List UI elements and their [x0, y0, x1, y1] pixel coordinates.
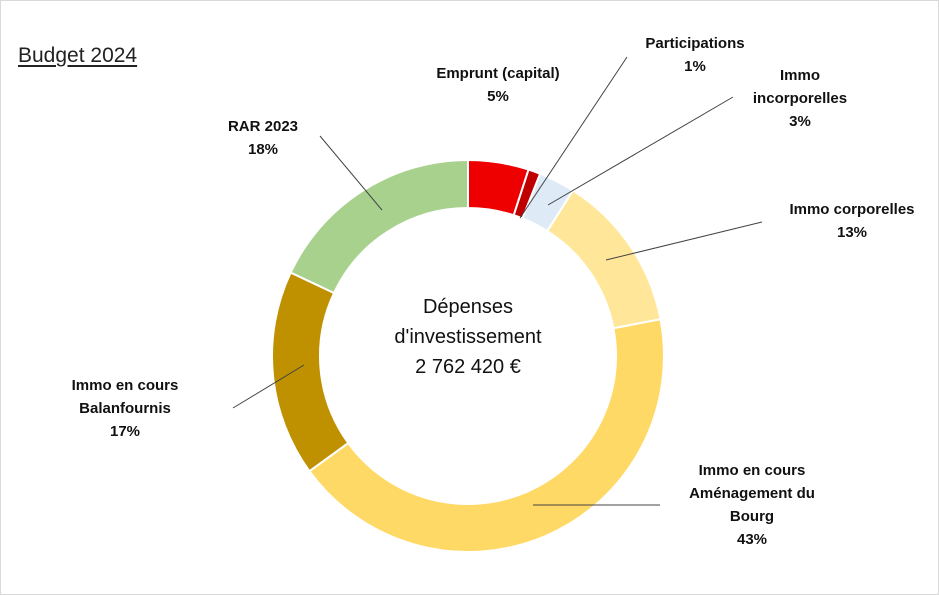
slice-label: Immo en cours [699, 462, 806, 479]
leader-line [232, 364, 305, 409]
slice-percent-label: 18% [248, 141, 278, 158]
slices-group [271, 158, 665, 553]
slice-percent-label: 13% [837, 224, 867, 241]
slice-label: Immo corporelles [789, 201, 914, 218]
slice-label: RAR 2023 [228, 118, 298, 135]
center-total-amount: 2 762 420 € [415, 356, 521, 378]
slice-label: Bourg [730, 508, 774, 525]
slice-label: Aménagement du [689, 485, 815, 502]
slice-percent-label: 43% [737, 531, 767, 548]
center-title-line: Dépenses [423, 296, 513, 318]
center-title-line: d'investissement [394, 326, 542, 348]
slice-label: Balanfournis [79, 400, 171, 417]
slice-percent-label: 5% [487, 88, 509, 105]
slice-label: Participations [645, 35, 744, 52]
leader-line [605, 221, 763, 261]
slice-percent-label: 1% [684, 58, 706, 75]
donut-slice [545, 189, 662, 330]
slice-label: Immo [780, 67, 820, 84]
slice-label: Immo en cours [72, 377, 179, 394]
slice-percent-label: 17% [110, 423, 140, 440]
leader-line [519, 56, 628, 219]
slice-percent-label: 3% [789, 113, 811, 130]
donut-slice [308, 318, 665, 553]
leader-line [547, 96, 734, 206]
slice-labels-group: Emprunt (capital) 5% Participations 1% Immo i… [72, 35, 915, 548]
page-title: Budget 2024 [18, 44, 138, 67]
center-label: Dépenses d'investissement 2 762 420 € [394, 296, 542, 378]
donut-slice [289, 158, 469, 295]
donut-slice [271, 271, 350, 473]
leader-line [319, 135, 383, 211]
leader-lines-group [232, 56, 763, 506]
slice-label: Emprunt (capital) [436, 65, 559, 82]
slice-label: incorporelles [753, 90, 847, 107]
